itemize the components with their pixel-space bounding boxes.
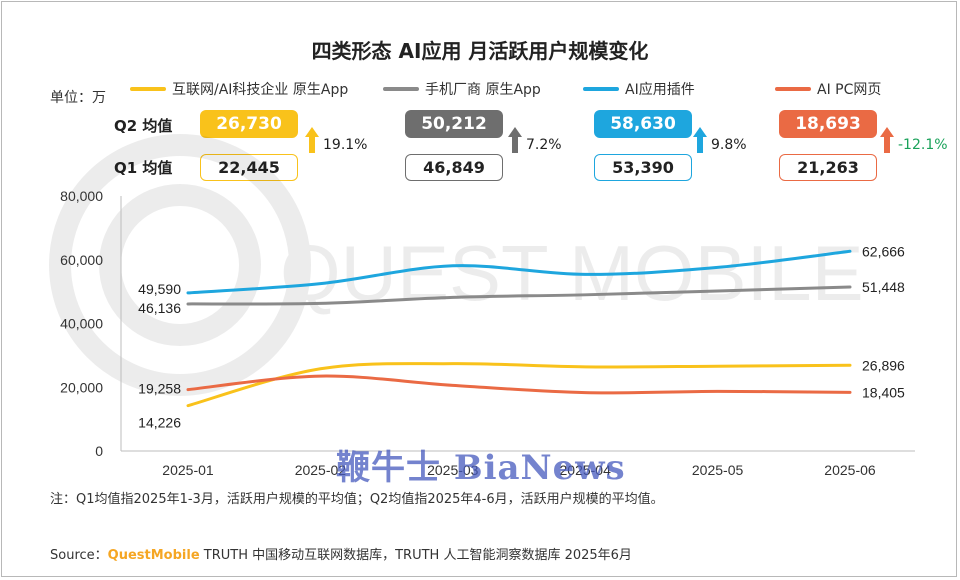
x-axis: 2025-01 2025-02 2025-03 2025-04 2025-05 2025-… — [121, 450, 915, 478]
change-phone: 7.2% — [508, 127, 562, 153]
series-line-plugin — [186, 249, 852, 295]
q2-value-internet: 26,730 — [200, 110, 298, 138]
source-prefix: Source： — [50, 548, 108, 563]
footnote: 注：Q1均值指2025年1-3月，活跃用户规模的平均值；Q2均值指2025年4-… — [50, 492, 664, 507]
source-rest: TRUTH 中国移动互联网数据库，TRUTH 人工智能洞察数据库 2025年6月 — [199, 548, 632, 563]
q2-value-plugin: 58,630 — [594, 110, 692, 138]
y-tick-label: 20,000 — [60, 379, 103, 395]
chart-title: 四类形态 AI应用 月活跃用户规模变化 — [311, 39, 649, 63]
legend-label-phone: 手机厂商 原生App — [425, 82, 541, 98]
legend-item-phone: 手机厂商 原生App — [383, 79, 541, 99]
y-tick-label: 80,000 — [60, 188, 103, 204]
row-label-q1: Q1 均值 — [114, 159, 173, 177]
legend-label-pcweb: AI PC网页 — [817, 82, 882, 98]
legend-swatch-internet — [130, 87, 166, 91]
data-labels: 14,226 26,896 46,136 51,448 49,590 62,666 19,2… — [138, 243, 905, 430]
q2-value-phone: 50,212 — [405, 110, 503, 138]
legend-swatch-pcweb — [775, 87, 811, 91]
x-tick-label: 2025-01 — [162, 462, 214, 478]
legend-item-pcweb: AI PC网页 — [775, 79, 881, 99]
end-label-pcweb: 18,405 — [862, 384, 905, 400]
q1-value-internet: 22,445 — [200, 154, 298, 181]
row-label-q2: Q2 均值 — [114, 117, 173, 135]
legend-item-plugin: AI应用插件 — [583, 79, 695, 99]
q2-value-pcweb: 18,693 — [779, 110, 877, 138]
legend-swatch-plugin — [583, 87, 619, 91]
end-label-plugin: 62,666 — [862, 243, 905, 259]
legend-swatch-phone — [383, 87, 419, 91]
x-tick-label: 2025-05 — [692, 462, 744, 478]
up-arrow-icon — [508, 127, 522, 153]
q1-value-phone: 46,849 — [405, 154, 503, 181]
legend-label-plugin: AI应用插件 — [625, 82, 695, 98]
unit-label: 单位：万 — [50, 90, 106, 106]
start-label-plugin: 49,590 — [138, 281, 181, 297]
change-internet: 19.1% — [305, 127, 367, 153]
change-plugin: 9.8% — [693, 127, 747, 153]
series-line-internet — [186, 362, 852, 408]
start-label-phone: 46,136 — [138, 300, 181, 316]
y-axis: 0 20,000 40,000 60,000 80,000 — [60, 188, 122, 459]
change-value-phone: 7.2% — [526, 137, 562, 153]
change-value-pcweb: -12.1% — [898, 137, 948, 153]
legend-label-internet: 互联网/AI科技企业 原生App — [172, 82, 349, 98]
up-arrow-icon — [305, 127, 319, 153]
source-line: Source：QuestMobile TRUTH 中国移动互联网数据库，TRUT… — [50, 544, 632, 563]
up-arrow-icon — [880, 127, 894, 153]
x-tick-label: 2025-03 — [427, 462, 479, 478]
x-tick-label: 2025-02 — [295, 462, 347, 478]
x-tick-label: 2025-04 — [560, 462, 612, 478]
start-label-internet: 14,226 — [138, 415, 181, 431]
y-tick-label: 0 — [95, 443, 103, 459]
end-label-internet: 26,896 — [862, 357, 905, 373]
series-line-phone — [186, 285, 852, 306]
end-label-phone: 51,448 — [862, 279, 905, 295]
change-pcweb: -12.1% — [880, 127, 948, 153]
up-arrow-icon — [693, 127, 707, 153]
change-value-internet: 19.1% — [323, 137, 368, 153]
series-line-pcweb — [186, 374, 852, 395]
y-tick-label: 60,000 — [60, 252, 103, 268]
legend-item-internet: 互联网/AI科技企业 原生App — [130, 79, 348, 99]
source-brand: QuestMobile — [107, 548, 200, 563]
start-label-pcweb: 19,258 — [138, 381, 181, 397]
change-value-plugin: 9.8% — [711, 137, 747, 153]
series-lines — [186, 249, 852, 408]
y-tick-label: 40,000 — [60, 316, 103, 332]
watermark-bianews: 鞭牛士 BiaNews — [336, 448, 626, 488]
q1-value-plugin: 53,390 — [594, 154, 692, 181]
x-tick-label: 2025-06 — [824, 462, 876, 478]
q1-value-pcweb: 21,263 — [779, 154, 877, 181]
